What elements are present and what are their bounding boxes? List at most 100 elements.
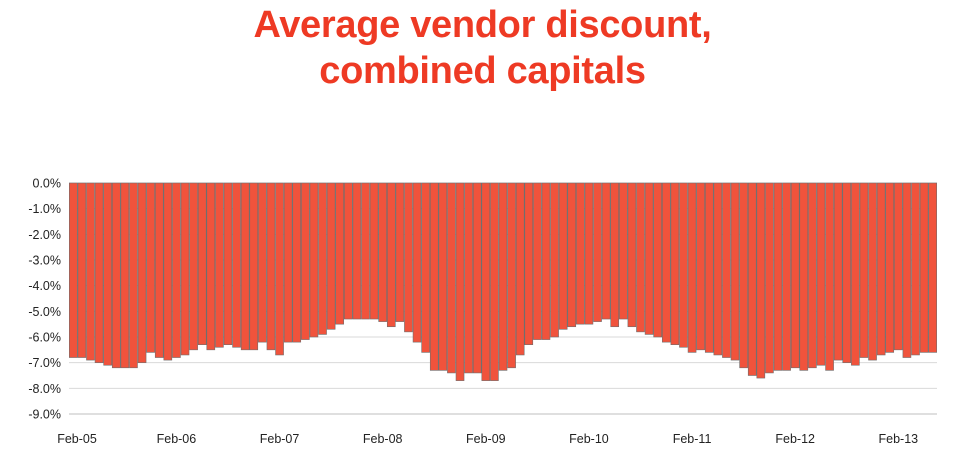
y-tick-label: -5.0%	[28, 305, 61, 319]
bar	[696, 182, 705, 351]
bar	[661, 182, 671, 343]
bar	[533, 182, 542, 340]
bar	[670, 182, 680, 345]
bar	[515, 182, 525, 356]
bar	[326, 182, 336, 330]
bar	[507, 182, 516, 369]
x-tick-label: Feb-09	[466, 432, 506, 446]
bar	[825, 182, 834, 371]
x-tick-label: Feb-05	[57, 432, 97, 446]
x-tick-label: Feb-11	[673, 432, 712, 446]
bar	[154, 182, 164, 358]
x-tick-label: Feb-10	[569, 432, 609, 446]
bar	[292, 182, 302, 343]
bar	[756, 182, 766, 379]
x-tick-label: Feb-08	[363, 432, 403, 446]
bar	[833, 182, 843, 361]
bar	[636, 182, 645, 333]
bar	[163, 182, 173, 361]
bar	[180, 182, 190, 356]
bar	[730, 182, 740, 361]
bar	[111, 182, 121, 369]
bar	[455, 182, 465, 381]
bar	[249, 182, 259, 351]
bar	[894, 182, 903, 351]
bar	[301, 182, 310, 340]
bar	[619, 182, 628, 320]
bar	[266, 182, 276, 351]
bar	[94, 182, 104, 363]
bar	[447, 182, 456, 374]
bar	[215, 182, 224, 348]
bar	[129, 182, 138, 369]
bar	[309, 182, 319, 338]
y-tick-label: -1.0%	[28, 202, 61, 216]
chart-title-line-1: Average vendor discount,	[253, 4, 712, 46]
bar	[747, 182, 757, 376]
bar	[851, 182, 860, 366]
bar	[859, 182, 869, 358]
bar	[395, 182, 405, 322]
bars	[69, 182, 937, 381]
bar	[197, 182, 207, 345]
bar	[361, 182, 370, 320]
bar	[378, 182, 387, 322]
bar	[412, 182, 422, 343]
bar	[868, 182, 877, 361]
bar	[627, 182, 637, 328]
bar	[421, 182, 430, 353]
bar	[258, 182, 267, 343]
bar	[550, 182, 559, 338]
bar	[773, 182, 783, 371]
bar	[438, 182, 448, 371]
axes: 0.0% -1.0% -2.0% -3.0% -4.0% -5.0% -6.0% -7.0% -…	[28, 177, 937, 446]
bar	[498, 182, 508, 371]
bar	[120, 182, 130, 369]
bar	[704, 182, 714, 353]
bar	[318, 182, 327, 335]
bar	[472, 182, 482, 374]
y-tick-label: -7.0%	[28, 356, 61, 370]
bar	[558, 182, 568, 330]
bar	[232, 182, 241, 348]
bar	[653, 182, 662, 338]
bar	[283, 182, 293, 343]
bar	[601, 182, 611, 320]
bar	[567, 182, 577, 328]
bar	[687, 182, 697, 353]
bar	[876, 182, 886, 356]
bar	[885, 182, 895, 353]
bar	[240, 182, 250, 351]
bar	[344, 182, 353, 320]
y-tick-label: 0.0%	[33, 177, 62, 191]
x-tick-label: Feb-12	[775, 432, 815, 446]
chart-title: Average vendor discount, combined capita…	[0, 2, 965, 94]
bar	[481, 182, 491, 381]
bar	[739, 182, 748, 369]
bar	[524, 182, 534, 345]
bar	[911, 182, 920, 356]
bar	[352, 182, 362, 320]
bar	[782, 182, 791, 371]
bar	[77, 182, 87, 358]
bar	[713, 182, 723, 356]
bar	[541, 182, 551, 340]
bar	[808, 182, 817, 369]
bar	[146, 182, 155, 353]
bar	[86, 182, 95, 361]
bar	[790, 182, 800, 369]
chart-title-line-2: combined capitals	[319, 50, 646, 92]
bar	[223, 182, 233, 345]
bar	[799, 182, 809, 371]
bar	[464, 182, 473, 374]
bar	[335, 182, 345, 325]
bar	[206, 182, 216, 351]
bar	[584, 182, 594, 325]
bar	[816, 182, 826, 366]
y-tick-label: -8.0%	[28, 382, 61, 396]
bar	[610, 182, 620, 328]
y-tick-label: -9.0%	[28, 408, 61, 422]
bar	[765, 182, 774, 374]
y-tick-label: -3.0%	[28, 254, 61, 268]
